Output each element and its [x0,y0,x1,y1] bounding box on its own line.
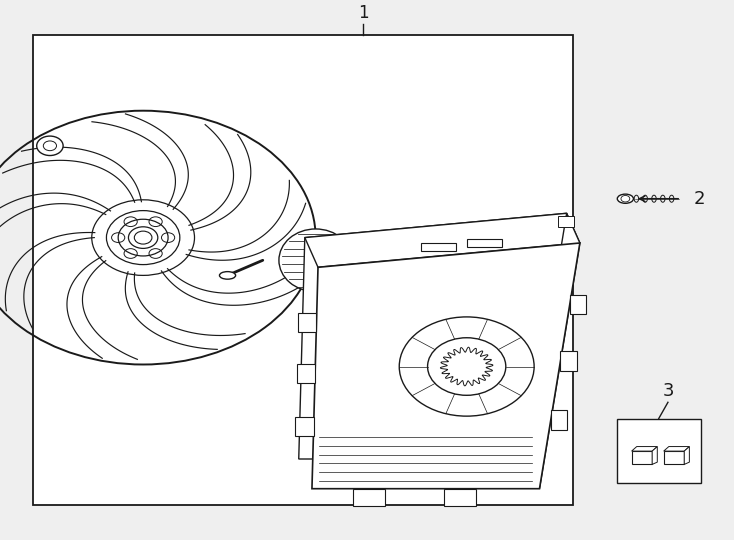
Circle shape [37,136,63,156]
Text: 2: 2 [694,190,705,208]
Polygon shape [664,451,684,464]
Polygon shape [631,447,658,451]
Text: 1: 1 [358,4,368,23]
Polygon shape [421,243,457,251]
Ellipse shape [617,194,633,203]
Polygon shape [684,447,689,464]
Bar [617,418,701,483]
Polygon shape [305,213,580,267]
Polygon shape [295,417,313,436]
Polygon shape [631,451,652,464]
Polygon shape [550,410,567,430]
Bar [33,35,573,505]
Polygon shape [652,447,658,464]
Polygon shape [570,295,586,314]
Polygon shape [468,239,502,246]
Ellipse shape [279,229,352,292]
Polygon shape [443,489,476,506]
Polygon shape [352,489,385,506]
Polygon shape [664,447,689,451]
Polygon shape [312,243,580,489]
Polygon shape [526,213,580,489]
Polygon shape [561,351,577,370]
Polygon shape [298,313,316,333]
Ellipse shape [219,272,236,279]
Polygon shape [299,213,567,459]
Polygon shape [297,364,315,383]
Polygon shape [558,216,574,227]
Text: 3: 3 [662,382,674,400]
